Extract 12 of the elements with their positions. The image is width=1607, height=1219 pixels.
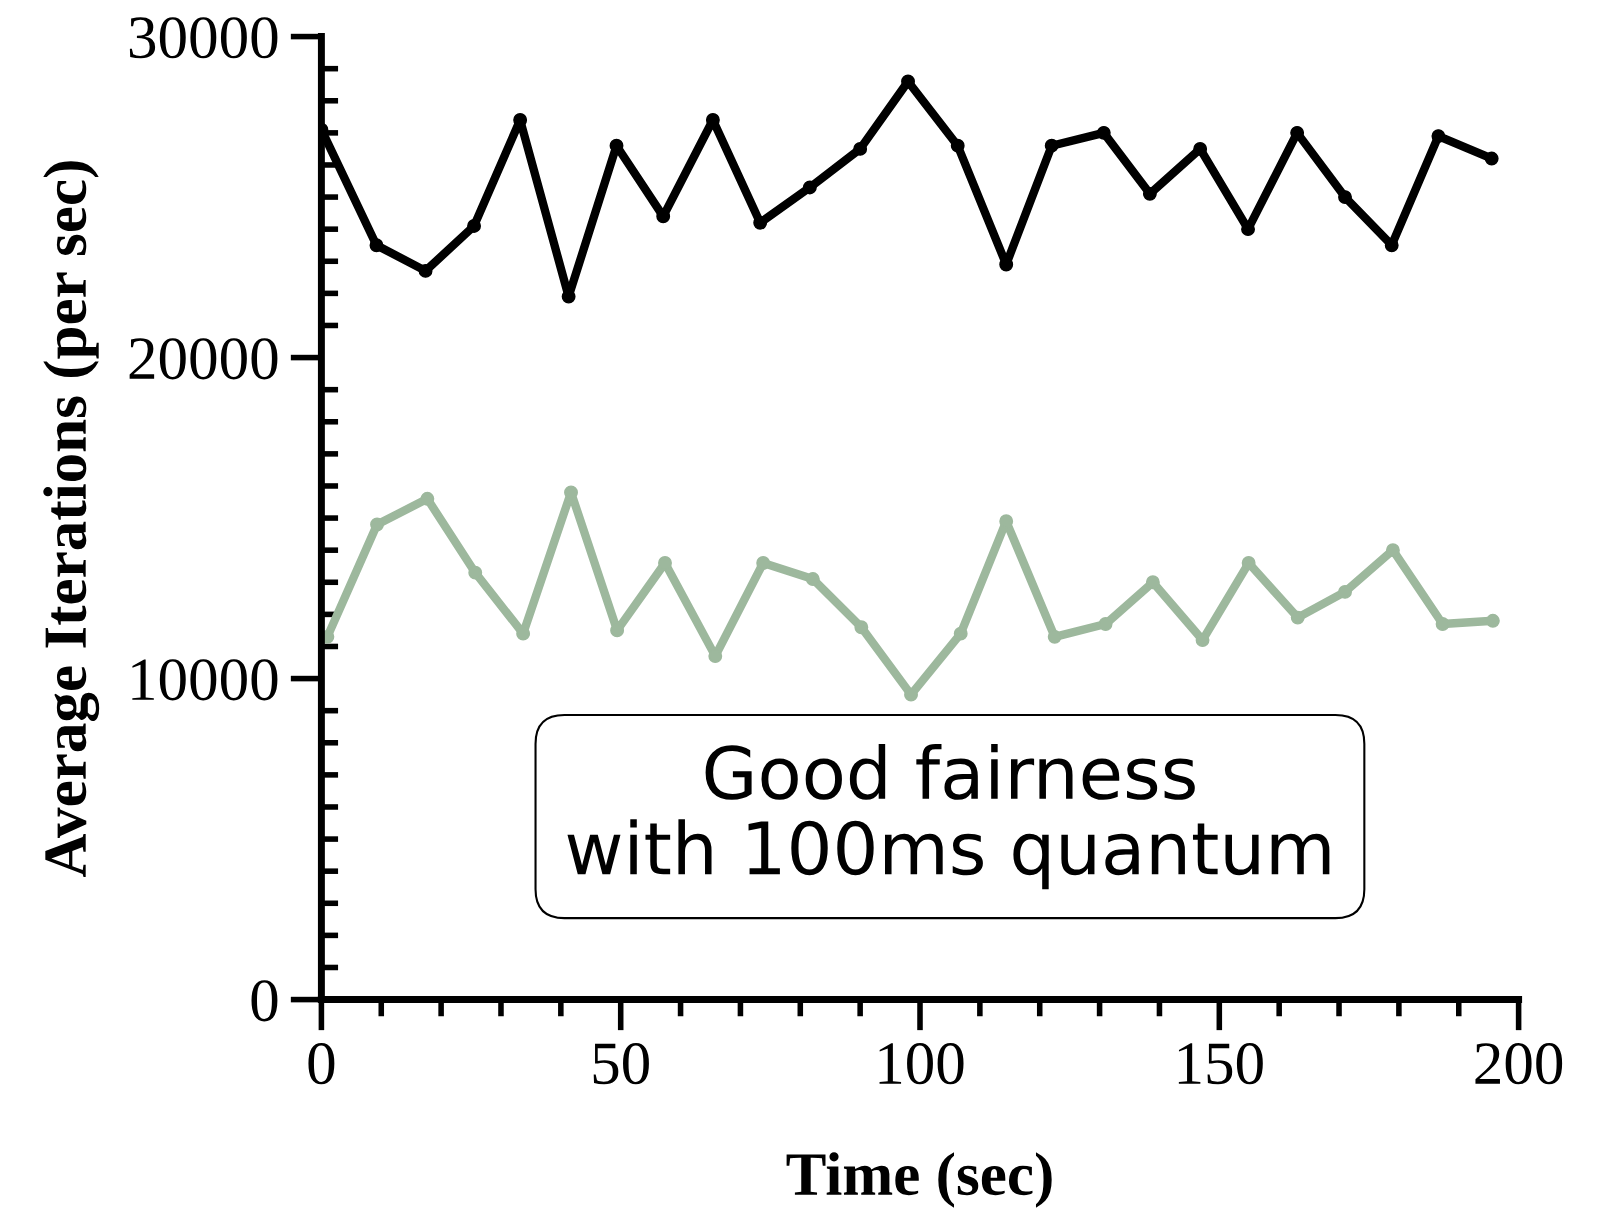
y-axis-title: Average Iterations (per sec): [43, 161, 100, 877]
x-axis-title: Time (sec): [786, 1152, 1052, 1208]
y-tick-label: 10000: [132, 659, 278, 701]
x-tick-label: 150: [1178, 1043, 1263, 1085]
y-tick-label: 0: [251, 980, 278, 1022]
x-tick-label: 50: [593, 1043, 649, 1085]
x-tick-label: 100: [879, 1043, 964, 1085]
x-tick-label: 0: [308, 1043, 335, 1085]
y-tick-label: 20000: [129, 338, 278, 380]
y-tick-label: 30000: [129, 17, 278, 59]
annotation: Good fairness with 100ms quantum: [567, 743, 1330, 890]
x-tick-label: 200: [1475, 1043, 1563, 1085]
